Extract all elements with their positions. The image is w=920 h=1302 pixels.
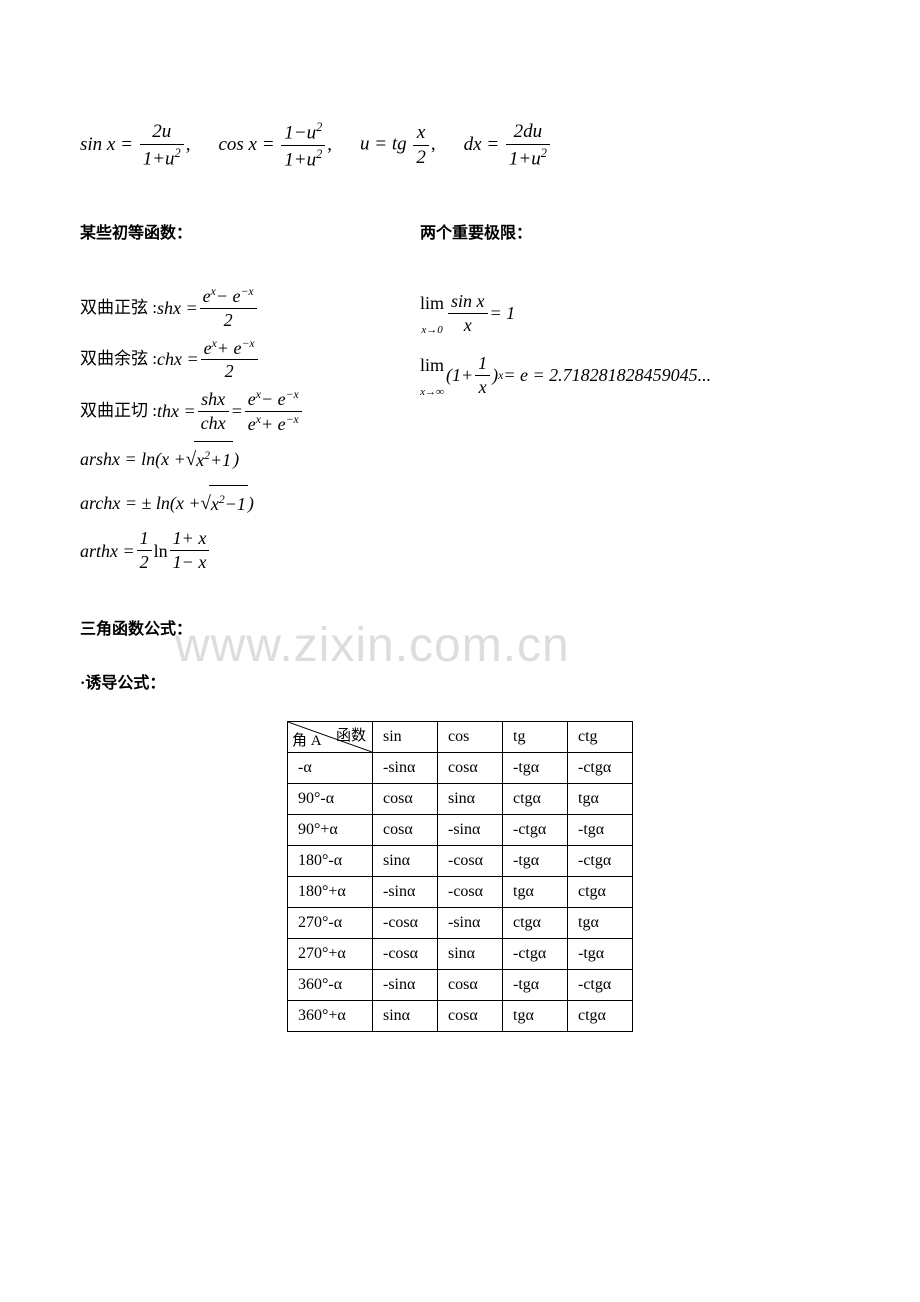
chx-line: 双曲余弦 : chx = ex+ e−x 2	[80, 337, 420, 382]
heading-elementary-functions: 某些初等函数：	[80, 219, 420, 243]
value-cell: cosα	[373, 814, 438, 845]
cosx-formula: cos x = 1−u2 1+u2 ,	[218, 120, 332, 171]
value-cell: -tgα	[503, 969, 568, 1000]
value-cell: -sinα	[373, 969, 438, 1000]
table-row: 90°-αcosαsinαctgαtgα	[288, 783, 633, 814]
sinx-label: sin x =	[80, 134, 133, 155]
angle-cell: 180°-α	[288, 845, 373, 876]
value-cell: sinα	[438, 938, 503, 969]
page-content: sin x = 2u 1+u2 , cos x = 1−u2 1+u2 , u …	[0, 0, 920, 1092]
value-cell: -tgα	[503, 752, 568, 783]
value-cell: -cosα	[373, 938, 438, 969]
heading-trig-formulas: 三角函数公式：	[80, 615, 840, 639]
angle-cell: 270°-α	[288, 907, 373, 938]
top-formula-row: sin x = 2u 1+u2 , cos x = 1−u2 1+u2 , u …	[80, 120, 840, 171]
value-cell: -ctgα	[568, 845, 633, 876]
sqrt-icon: √ x2−1	[200, 485, 247, 523]
value-cell: -sinα	[373, 752, 438, 783]
table-row: 180°-αsinα-cosα-tgα-ctgα	[288, 845, 633, 876]
table-row: 180°+α-sinα-cosαtgαctgα	[288, 876, 633, 907]
col-header: sin	[373, 721, 438, 752]
shx-line: 双曲正弦 : shx = ex− e−x 2	[80, 285, 420, 330]
value-cell: tgα	[503, 876, 568, 907]
table-row: 360°-α-sinαcosα-tgα-ctgα	[288, 969, 633, 1000]
table-row: -α-sinαcosα-tgα-ctgα	[288, 752, 633, 783]
angle-cell: 180°+α	[288, 876, 373, 907]
value-cell: -ctgα	[568, 969, 633, 1000]
table-body: -α-sinαcosα-tgα-ctgα90°-αcosαsinαctgαtgα…	[288, 752, 633, 1031]
limits-column: lim x→0 sin x x = 1 lim x→∞ (1+ 1	[420, 285, 711, 409]
value-cell: sinα	[438, 783, 503, 814]
value-cell: ctgα	[503, 783, 568, 814]
value-cell: -sinα	[438, 907, 503, 938]
value-cell: sinα	[373, 1000, 438, 1031]
cosx-den: 1+u2	[281, 147, 325, 171]
diagonal-header-cell: 函数 角 A	[288, 721, 373, 752]
value-cell: -sinα	[438, 814, 503, 845]
col-header: tg	[503, 721, 568, 752]
sinx-num: 2u	[149, 121, 174, 143]
table-header-row: 函数 角 A sin cos tg ctg	[288, 721, 633, 752]
thx-line: 双曲正切 : thx = shx chx = ex− e−x ex+ e−x	[80, 388, 420, 434]
value-cell: -cosα	[373, 907, 438, 938]
value-cell: -tgα	[568, 814, 633, 845]
value-cell: -ctgα	[503, 938, 568, 969]
limit-1: lim x→0 sin x x = 1	[420, 285, 711, 341]
table-container: 函数 角 A sin cos tg ctg -α-sinαcosα-tgα-ct…	[80, 721, 840, 1032]
angle-cell: 360°+α	[288, 1000, 373, 1031]
value-cell: -ctgα	[568, 752, 633, 783]
u-formula: u = tg x 2 ,	[360, 122, 436, 169]
angle-cell: 90°+α	[288, 814, 373, 845]
angle-cell: -α	[288, 752, 373, 783]
value-cell: cosα	[438, 1000, 503, 1031]
heading-two-limits: 两个重要极限：	[420, 219, 532, 243]
cosx-num: 1−u2	[281, 120, 325, 144]
hyperbolic-column: 双曲正弦 : shx = ex− e−x 2 双曲余弦 : chx = ex+ …	[80, 285, 420, 579]
value-cell: cosα	[438, 752, 503, 783]
value-cell: -tgα	[503, 845, 568, 876]
value-cell: sinα	[373, 845, 438, 876]
sqrt-icon: √ x2+1	[186, 441, 233, 479]
arsh-line: arshx = ln(x + √ x2+1 )	[80, 440, 420, 478]
col-header: cos	[438, 721, 503, 752]
arch-line: archx = ± ln(x + √ x2−1 )	[80, 484, 420, 522]
value-cell: -cosα	[438, 845, 503, 876]
value-cell: -tgα	[568, 938, 633, 969]
sinx-den: 1+u2	[140, 146, 184, 170]
value-cell: -ctgα	[503, 814, 568, 845]
value-cell: ctgα	[568, 876, 633, 907]
angle-cell: 90°-α	[288, 783, 373, 814]
table-row: 270°-α-cosα-sinαctgαtgα	[288, 907, 633, 938]
value-cell: cosα	[438, 969, 503, 1000]
value-cell: tgα	[503, 1000, 568, 1031]
table-row: 360°+αsinαcosαtgαctgα	[288, 1000, 633, 1031]
angle-cell: 270°+α	[288, 938, 373, 969]
lim-icon: lim x→0	[420, 285, 444, 341]
value-cell: ctgα	[503, 907, 568, 938]
sinx-formula: sin x = 2u 1+u2 ,	[80, 121, 190, 170]
section-heading-row: 某些初等函数： 两个重要极限：	[80, 219, 840, 243]
angle-cell: 360°-α	[288, 969, 373, 1000]
value-cell: cosα	[373, 783, 438, 814]
limit-2: lim x→∞ (1+ 1 x )x = e = 2.7182818284590…	[420, 347, 711, 403]
heading-induction: ·诱导公式：	[80, 669, 840, 693]
value-cell: -cosα	[438, 876, 503, 907]
two-column-block: 双曲正弦 : shx = ex− e−x 2 双曲余弦 : chx = ex+ …	[80, 285, 840, 579]
induction-table: 函数 角 A sin cos tg ctg -α-sinαcosα-tgα-ct…	[287, 721, 633, 1032]
arth-line: arthx = 1 2 ln 1+ x 1− x	[80, 528, 420, 572]
table-row: 270°+α-cosαsinα-ctgα-tgα	[288, 938, 633, 969]
value-cell: ctgα	[568, 1000, 633, 1031]
value-cell: tgα	[568, 907, 633, 938]
value-cell: tgα	[568, 783, 633, 814]
dx-formula: dx = 2du 1+u2	[464, 121, 552, 170]
table-row: 90°+αcosα-sinα-ctgα-tgα	[288, 814, 633, 845]
lim-icon: lim x→∞	[420, 347, 444, 403]
value-cell: -sinα	[373, 876, 438, 907]
col-header: ctg	[568, 721, 633, 752]
cosx-label: cos x =	[218, 134, 274, 155]
